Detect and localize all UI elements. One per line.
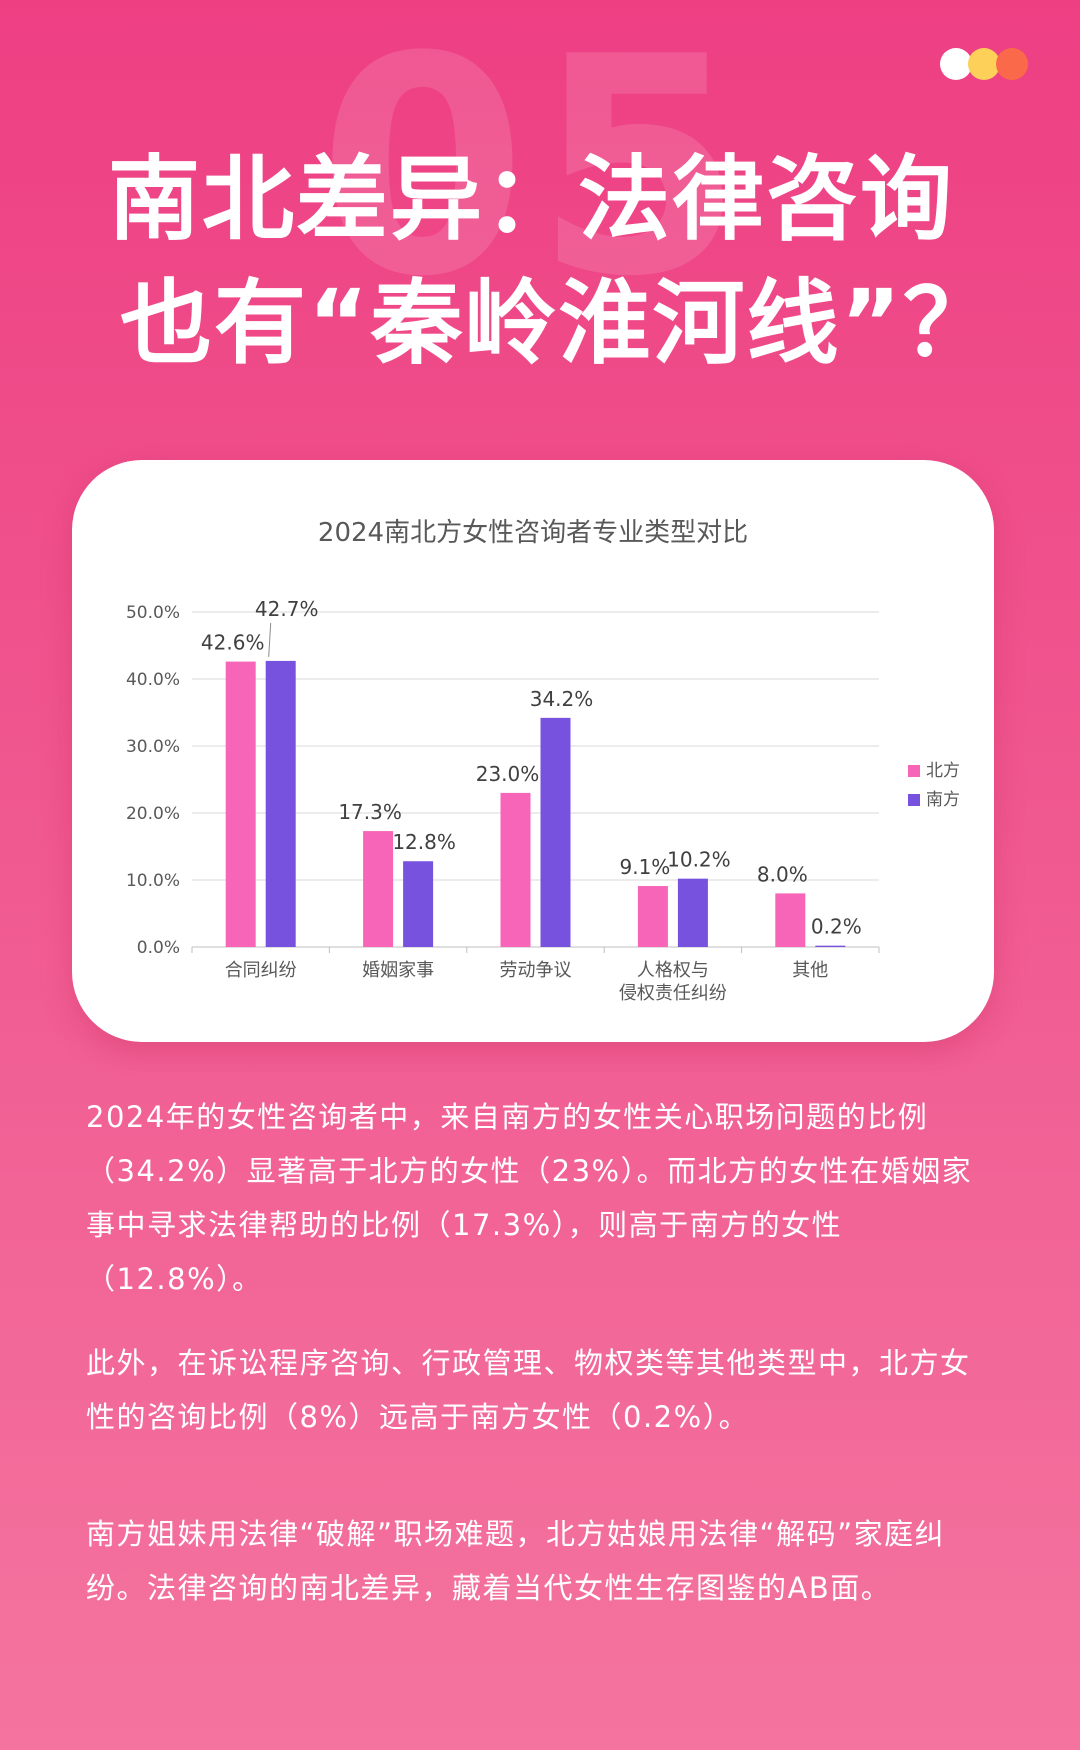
paragraph-3: 南方姐妹用法律“破解”职场难题，北方姑娘用法律“解码”家庭纠纷。法律咨询的南北差… [86,1517,946,1605]
chart-title: 2024南北方女性咨询者专业类型对比 [318,518,748,548]
x-category-label: 人格权与 [637,960,709,981]
y-tick-label: 30.0% [126,737,180,757]
bar-south [403,861,434,947]
bar-north [775,893,806,947]
bar-north [363,831,394,947]
bar-north [225,661,256,947]
legend-swatch [908,794,920,806]
data-label: 12.8% [392,830,456,854]
bar-chart: 2024南北方女性咨询者专业类型对比 0.0% 10.0% 20.0% 30.0% 40.… [126,518,960,1004]
y-tick-label: 0.0% [137,938,180,958]
x-category-label: 侵权责任纠纷 [619,983,727,1004]
y-tick-label: 40.0% [126,670,180,690]
data-label: 0.2% [811,915,862,939]
y-tick-label: 50.0% [126,603,180,623]
y-tick-label: 10.0% [126,871,180,891]
legend-label: 北方 [926,761,960,781]
paragraph-1: 2024年的女性咨询者中，来自南方的女性关心职场问题的比例（34.2%）显著高于… [86,1100,973,1296]
data-label: 9.1% [619,855,670,879]
data-label: 42.7% [255,597,319,621]
bar-south [677,878,708,947]
bar-south [815,945,846,947]
section-number-watermark: 05 [318,0,752,342]
x-category-label: 劳动争议 [500,960,572,981]
white-dot-icon [940,48,972,80]
yellow-dot-icon [968,48,1000,80]
page-title: 南北差异：法律咨询 也有“秦岭淮河线”？ [108,138,1048,386]
x-category-label: 婚姻家事 [362,960,434,981]
bar-south [540,717,571,947]
data-label: 8.0% [757,862,808,886]
legend-swatch [908,765,920,777]
x-category-label: 其他 [792,960,828,981]
bar-north [500,792,531,947]
decorative-dots [940,48,1036,80]
bar-south [265,660,296,947]
y-tick-label: 20.0% [126,804,180,824]
bar-north [637,886,668,947]
orange-dot-icon [996,48,1028,80]
data-label: 10.2% [667,848,731,872]
paragraph-2: 此外，在诉讼程序咨询、行政管理、物权类等其他类型中，北方女性的咨询比例（8%）远… [86,1346,971,1434]
data-label: 23.0% [476,762,540,786]
title-line-2: 也有“秦岭淮河线”？ [120,270,997,377]
data-label: 17.3% [338,800,402,824]
data-label: 34.2% [530,687,594,711]
title-line-1: 南北差异：法律咨询 [108,146,955,253]
data-label: 42.6% [201,631,265,655]
legend-label: 南方 [926,790,960,810]
chart-card: 2024南北方女性咨询者专业类型对比 0.0% 10.0% 20.0% 30.0% 40.… [72,460,994,1042]
data-label-leader-line [268,622,272,657]
x-category-label: 合同纠纷 [225,960,297,981]
